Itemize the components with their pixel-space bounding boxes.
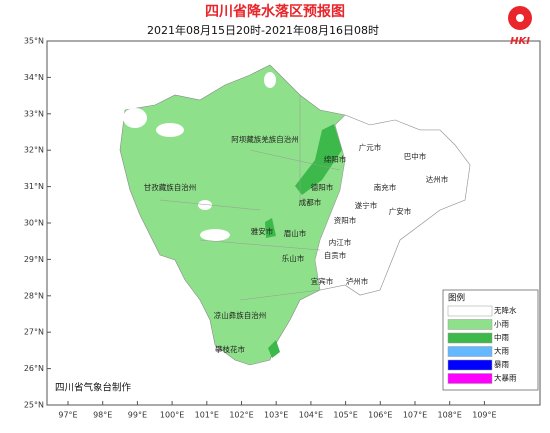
legend-label: 大暴雨 xyxy=(494,373,517,383)
lat-label: 28°N xyxy=(24,291,44,300)
place-label: 德阳市 xyxy=(311,182,334,192)
place-label: 内江市 xyxy=(329,237,352,247)
legend-swatch xyxy=(447,373,493,384)
lon-label: 109°E xyxy=(472,411,496,420)
no-rain-patch xyxy=(264,72,276,88)
place-label: 阿坝藏族羌族自治州 xyxy=(231,134,299,144)
legend-label: 中雨 xyxy=(494,332,509,342)
moderate-rain-area xyxy=(268,340,280,358)
place-label: 泸州市 xyxy=(346,276,369,286)
no-rain-patch xyxy=(123,108,147,128)
title: 四川省降水落区预报图 xyxy=(205,3,345,20)
no-rain-patch xyxy=(200,229,230,241)
subtitle: 2021年08月15日20时-2021年08月16日08时 xyxy=(147,23,379,37)
place-label: 甘孜藏族自治州 xyxy=(144,182,197,192)
place-label: 凉山彝族自治州 xyxy=(214,310,267,320)
place-label: 南充市 xyxy=(374,182,397,192)
legend-title: 图例 xyxy=(448,293,465,304)
boundary-lines xyxy=(159,95,341,301)
lon-label: 98°E xyxy=(93,411,112,420)
place-label: 广元市 xyxy=(359,142,382,152)
legend-swatch xyxy=(447,346,493,357)
place-label: 遂宁市 xyxy=(355,200,378,210)
place-label: 自贡市 xyxy=(324,250,347,260)
credit: 四川省气象台制作 xyxy=(55,382,132,394)
place-label: 眉山市 xyxy=(284,228,307,238)
lat-label: 33°N xyxy=(24,109,44,118)
moderate-rain-area xyxy=(295,124,342,195)
no-rain-patch xyxy=(198,200,212,210)
province xyxy=(119,64,471,366)
legend-swatch xyxy=(447,319,493,330)
place-label: 宜宾市 xyxy=(311,276,334,286)
lat-label: 32°N xyxy=(24,146,44,155)
lon-label: 107°E xyxy=(403,411,427,420)
place-label: 绵阳市 xyxy=(324,154,347,164)
lat-label: 31°N xyxy=(24,182,44,191)
place-label: 广安市 xyxy=(389,206,412,216)
legend-label: 无降水 xyxy=(494,305,517,315)
place-label: 雅安市 xyxy=(251,226,274,236)
moderate-rain-area xyxy=(265,218,276,238)
no-rain-area xyxy=(314,114,471,296)
no-rain-patch xyxy=(156,123,184,137)
lat-label: 34°N xyxy=(24,73,44,82)
legend-swatch xyxy=(447,359,493,371)
lat-label: 27°N xyxy=(24,328,44,337)
lon-label: 100°E xyxy=(160,411,184,420)
lon-label: 102°E xyxy=(229,411,253,420)
lon-label: 99°E xyxy=(128,411,147,420)
lat-label: 29°N xyxy=(24,255,44,264)
lon-label: 108°E xyxy=(438,411,462,420)
logo-text: HKI xyxy=(510,36,530,47)
legend-label: 大雨 xyxy=(494,346,509,356)
place-label: 攀枝花市 xyxy=(215,344,245,354)
place-label: 资阳市 xyxy=(334,215,357,225)
legend-swatch xyxy=(447,332,493,344)
lat-label: 26°N xyxy=(24,364,44,373)
place-label: 巴中市 xyxy=(404,151,427,161)
lon-label: 105°E xyxy=(333,411,357,420)
legend-swatch xyxy=(447,305,493,317)
place-label: 达州市 xyxy=(426,174,449,184)
lon-label: 106°E xyxy=(368,411,392,420)
logo: HKI xyxy=(508,6,532,47)
lat-label: 25°N xyxy=(24,401,44,410)
legend-label: 小雨 xyxy=(494,320,509,329)
logo-center xyxy=(516,14,524,22)
lat-label: 35°N xyxy=(24,37,44,46)
lon-label: 103°E xyxy=(264,411,288,420)
lon-label: 104°E xyxy=(299,411,323,420)
place-label: 成都市 xyxy=(299,197,322,207)
lon-label: 101°E xyxy=(195,411,219,420)
legend-label: 暴雨 xyxy=(494,360,509,369)
place-label: 乐山市 xyxy=(282,253,305,263)
lon-label: 97°E xyxy=(58,411,77,420)
lat-label: 30°N xyxy=(24,219,44,228)
